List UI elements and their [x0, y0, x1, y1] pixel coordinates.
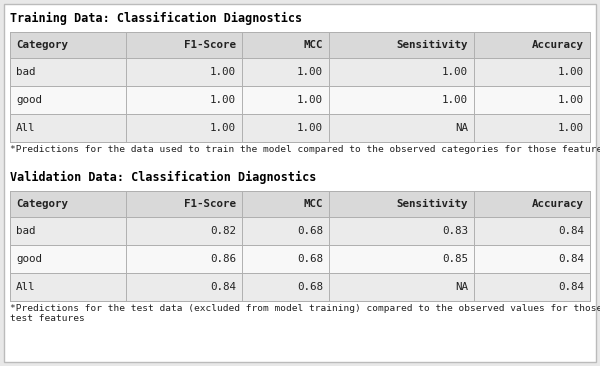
Bar — [329, 58, 474, 86]
Bar — [126, 114, 242, 142]
Text: 1.00: 1.00 — [297, 123, 323, 133]
Bar — [242, 58, 329, 86]
Text: Category: Category — [16, 40, 68, 50]
Text: Accuracy: Accuracy — [532, 40, 584, 50]
Text: 0.84: 0.84 — [558, 282, 584, 292]
Text: 1.00: 1.00 — [210, 67, 236, 77]
Bar — [329, 191, 474, 217]
Text: 0.83: 0.83 — [442, 226, 468, 236]
Bar — [126, 32, 242, 58]
Text: NA: NA — [455, 282, 468, 292]
Text: *Predictions for the test data (excluded from model training) compared to the ob: *Predictions for the test data (excluded… — [10, 304, 600, 324]
Bar — [474, 58, 590, 86]
Text: good: good — [16, 95, 42, 105]
Bar — [242, 191, 329, 217]
Text: 0.84: 0.84 — [558, 226, 584, 236]
Text: 1.00: 1.00 — [210, 95, 236, 105]
Text: 0.84: 0.84 — [558, 254, 584, 264]
Bar — [10, 114, 126, 142]
Text: 1.00: 1.00 — [558, 67, 584, 77]
Text: good: good — [16, 254, 42, 264]
Bar — [10, 86, 126, 114]
Text: 1.00: 1.00 — [558, 95, 584, 105]
Text: 1.00: 1.00 — [297, 95, 323, 105]
Text: 1.00: 1.00 — [297, 67, 323, 77]
Bar — [474, 217, 590, 245]
Bar — [242, 273, 329, 301]
Bar — [242, 245, 329, 273]
Bar — [329, 86, 474, 114]
Bar — [474, 245, 590, 273]
Text: 1.00: 1.00 — [442, 95, 468, 105]
Text: F1-Score: F1-Score — [184, 40, 236, 50]
Text: All: All — [16, 123, 35, 133]
Text: *Predictions for the data used to train the model compared to the observed categ: *Predictions for the data used to train … — [10, 145, 600, 154]
Text: 1.00: 1.00 — [442, 67, 468, 77]
Bar — [10, 191, 126, 217]
Text: bad: bad — [16, 67, 35, 77]
Text: 0.86: 0.86 — [210, 254, 236, 264]
Bar — [10, 58, 126, 86]
Text: 1.00: 1.00 — [210, 123, 236, 133]
Bar — [10, 32, 126, 58]
Text: Training Data: Classification Diagnostics: Training Data: Classification Diagnostic… — [10, 12, 302, 25]
Bar — [474, 32, 590, 58]
Bar — [126, 217, 242, 245]
Text: Category: Category — [16, 199, 68, 209]
Text: bad: bad — [16, 226, 35, 236]
Text: F1-Score: F1-Score — [184, 199, 236, 209]
Bar — [10, 217, 126, 245]
Text: 0.85: 0.85 — [442, 254, 468, 264]
Bar — [242, 114, 329, 142]
Text: 0.68: 0.68 — [297, 282, 323, 292]
Bar — [242, 217, 329, 245]
Bar — [329, 114, 474, 142]
Text: All: All — [16, 282, 35, 292]
Bar — [474, 273, 590, 301]
Bar — [329, 273, 474, 301]
Bar — [126, 273, 242, 301]
Text: 0.68: 0.68 — [297, 226, 323, 236]
Bar — [242, 32, 329, 58]
Text: 0.84: 0.84 — [210, 282, 236, 292]
Bar — [329, 245, 474, 273]
Text: MCC: MCC — [304, 40, 323, 50]
Text: 0.82: 0.82 — [210, 226, 236, 236]
Bar — [329, 217, 474, 245]
Bar — [126, 58, 242, 86]
Bar — [10, 245, 126, 273]
Bar — [126, 86, 242, 114]
Bar — [329, 32, 474, 58]
Bar — [126, 191, 242, 217]
Text: Validation Data: Classification Diagnostics: Validation Data: Classification Diagnost… — [10, 171, 316, 184]
Bar — [242, 86, 329, 114]
Text: Sensitivity: Sensitivity — [397, 40, 468, 50]
Text: Accuracy: Accuracy — [532, 199, 584, 209]
Bar — [10, 273, 126, 301]
Text: 1.00: 1.00 — [558, 123, 584, 133]
Bar — [474, 191, 590, 217]
Bar — [474, 114, 590, 142]
Bar — [474, 86, 590, 114]
Text: NA: NA — [455, 123, 468, 133]
Text: Sensitivity: Sensitivity — [397, 199, 468, 209]
Text: MCC: MCC — [304, 199, 323, 209]
Text: 0.68: 0.68 — [297, 254, 323, 264]
Bar — [126, 245, 242, 273]
